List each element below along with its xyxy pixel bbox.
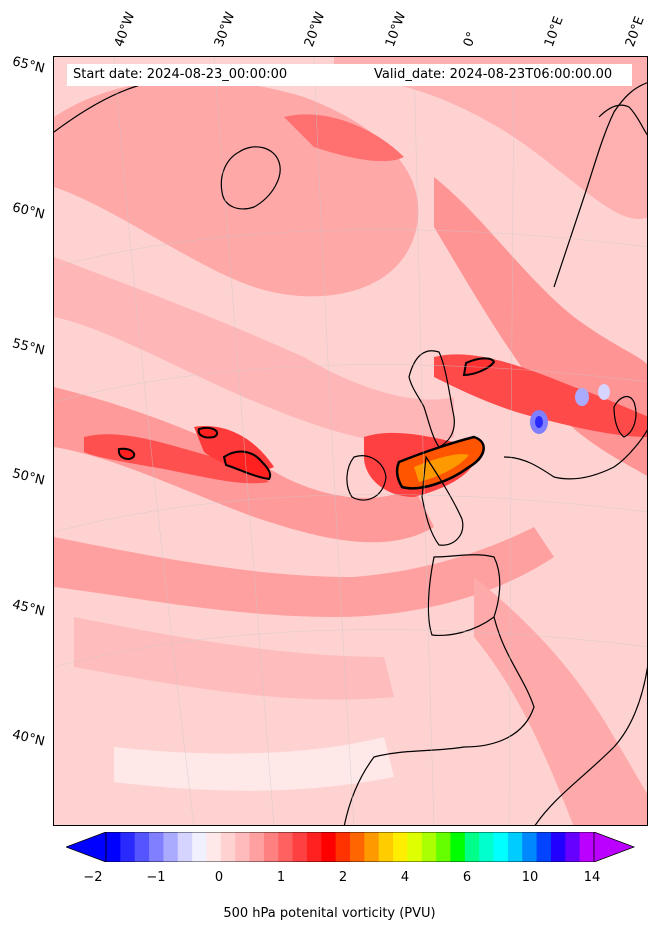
colorbar-swatch — [134, 832, 150, 862]
colorbar-swatch — [321, 832, 337, 862]
colorbar-swatch — [378, 832, 394, 862]
colorbar-tick: 14 — [583, 870, 601, 885]
colorbar-swatch — [206, 832, 222, 862]
colorbar-swatch — [263, 832, 279, 862]
colorbar-swatch — [306, 832, 322, 862]
colorbar — [64, 831, 636, 866]
lat-label-60n: 60°N — [10, 200, 47, 223]
lon-label-20e: 20°E — [622, 14, 648, 50]
colorbar-swatch — [235, 832, 251, 862]
colorbar-swatch — [149, 832, 164, 862]
colorbar-swatches — [64, 831, 636, 863]
lat-label-55n: 55°N — [10, 336, 47, 359]
colorbar-swatch — [536, 832, 552, 862]
colorbar-tick: 2 — [338, 870, 348, 885]
header-box — [67, 64, 632, 86]
colorbar-tick: −2 — [83, 870, 103, 885]
colorbar-swatch — [493, 832, 509, 862]
colorbar-tick: 1 — [276, 870, 286, 885]
colorbar-max-arrow — [593, 831, 636, 863]
valid-date-label: Valid_date: 2024-08-23T06:00:00.00 — [374, 67, 613, 82]
colorbar-swatch — [407, 832, 423, 862]
lon-label-10w: 10°W — [382, 10, 410, 49]
colorbar-swatch — [120, 832, 136, 862]
colorbar-swatch — [249, 832, 265, 862]
colorbar-swatch — [163, 832, 179, 862]
colorbar-swatch — [579, 832, 595, 862]
colorbar-swatch — [364, 832, 380, 862]
colorbar-tick: 4 — [400, 870, 410, 885]
lon-label-10e: 10°E — [541, 14, 567, 50]
pv-field-map — [54, 57, 647, 825]
colorbar-label: 500 hPa potenital vorticity (PVU) — [223, 906, 436, 921]
colorbar-swatch — [565, 832, 581, 862]
lon-label-0: 0° — [460, 29, 481, 49]
lat-label-65n: 65°N — [10, 54, 47, 77]
colorbar-swatch — [350, 832, 365, 862]
colorbar-tick: 10 — [521, 870, 539, 885]
colorbar-swatch — [278, 832, 294, 862]
colorbar-swatch — [421, 832, 437, 862]
map-panel — [53, 56, 648, 826]
start-date-label: Start date: 2024-08-23_00:00:00 — [73, 67, 288, 82]
colorbar-swatch — [192, 832, 207, 862]
colorbar-swatch — [220, 832, 236, 862]
lon-label-40w: 40°W — [111, 10, 139, 49]
colorbar-swatch — [335, 832, 351, 862]
colorbar-swatch — [479, 832, 495, 862]
colorbar-tick: 6 — [462, 870, 472, 885]
lat-label-45n: 45°N — [10, 597, 47, 620]
colorbar-swatch — [292, 832, 308, 862]
colorbar-tick: 0 — [214, 870, 224, 885]
lat-label-40n: 40°N — [10, 727, 47, 750]
lat-label-50n: 50°N — [10, 466, 47, 489]
colorbar-tick: −1 — [146, 870, 166, 885]
colorbar-swatch — [436, 832, 451, 862]
colorbar-swatch — [106, 832, 121, 862]
colorbar-swatch — [393, 832, 408, 862]
colorbar-swatch — [507, 832, 523, 862]
lon-label-30w: 30°W — [211, 10, 239, 49]
colorbar-swatch — [550, 832, 566, 862]
colorbar-swatch — [464, 832, 480, 862]
colorbar-swatch — [450, 832, 466, 862]
colorbar-min-arrow — [64, 831, 107, 863]
colorbar-swatch — [522, 832, 538, 862]
colorbar-swatch — [177, 832, 193, 862]
lon-label-20w: 20°W — [301, 10, 329, 49]
